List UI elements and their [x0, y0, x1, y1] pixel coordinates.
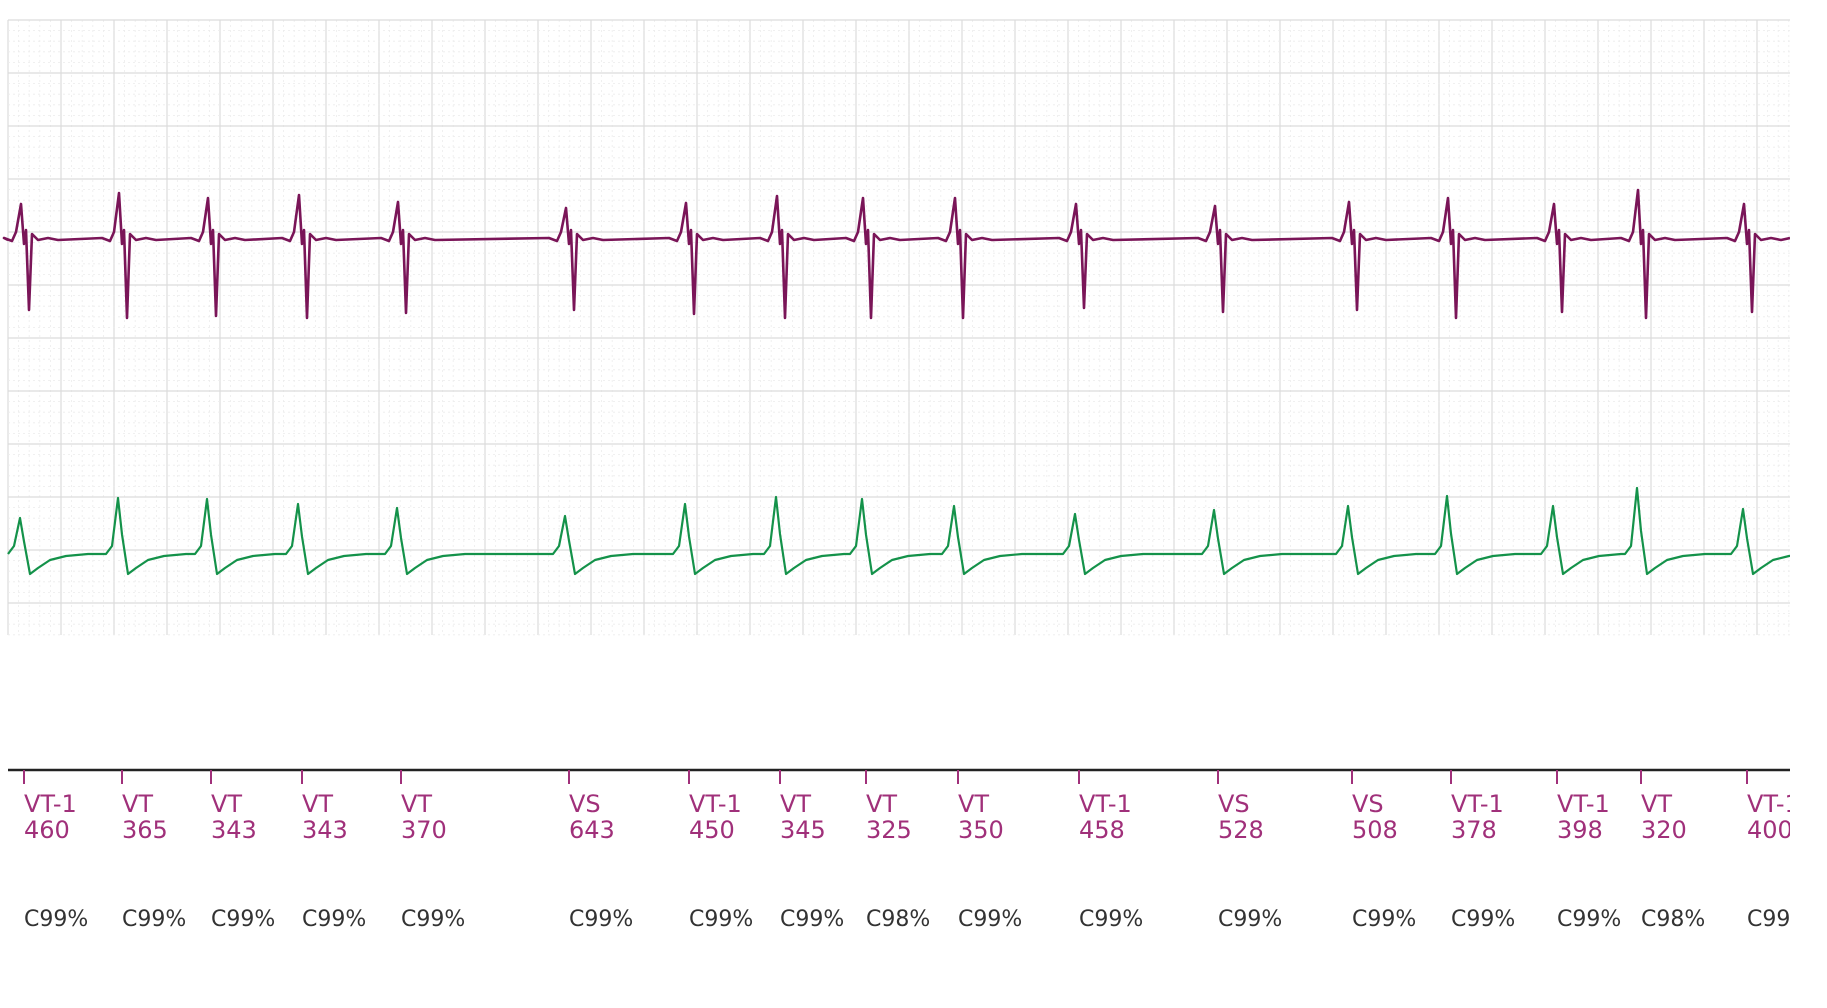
beat-interval-label: 460 [24, 816, 70, 844]
beat-classification-label: VT [211, 790, 242, 818]
beat-confidence-label: C99% [1451, 907, 1515, 932]
beat-confidence-label: C99% [24, 907, 88, 932]
beat-interval-label: 350 [958, 816, 1004, 844]
beat-classification-label: VT [302, 790, 333, 818]
beat-interval-label: 378 [1451, 816, 1497, 844]
beat-classification-label: VS [1218, 790, 1250, 818]
beat-interval-label: 370 [401, 816, 447, 844]
beat-classification-label: VS [569, 790, 601, 818]
beat-classification-label: VT [958, 790, 989, 818]
beat-interval-label: 528 [1218, 816, 1264, 844]
beat-confidence-label: C99% [1079, 907, 1143, 932]
beat-interval-label: 458 [1079, 816, 1125, 844]
beat-confidence-label: C99 [1747, 907, 1790, 932]
beat-interval-label: 345 [780, 816, 826, 844]
beat-classification-label: VS [1352, 790, 1384, 818]
beat-classification-label: VT [780, 790, 811, 818]
beat-confidence-label: C99% [302, 907, 366, 932]
beat-confidence-label: C99% [780, 907, 844, 932]
beat-interval-label: 450 [689, 816, 735, 844]
beat-confidence-label: C99% [122, 907, 186, 932]
ecg-grid [7, 19, 1790, 636]
beat-interval-label: 320 [1641, 816, 1687, 844]
beat-classification-label: VT [1641, 790, 1672, 818]
beat-classification-label: VT [401, 790, 432, 818]
beat-classification-label: VT-1 [1079, 790, 1132, 818]
egm-trace-top-channel [2, 188, 1790, 320]
beat-interval-label: 643 [569, 816, 615, 844]
beat-classification-label: VT [122, 790, 153, 818]
marker-channel: VT-1460C99%VT365C99%VT343C99%VT343C99%VT… [8, 768, 1800, 932]
beat-confidence-label: C98% [1641, 907, 1705, 932]
beat-interval-label: 398 [1557, 816, 1603, 844]
beat-interval-label: 325 [866, 816, 912, 844]
beat-confidence-label: C99% [1557, 907, 1621, 932]
beat-classification-label: VT-1 [1451, 790, 1504, 818]
beat-classification-label: VT [866, 790, 897, 818]
beat-classification-label: VT-1 [689, 790, 742, 818]
beat-confidence-label: C99% [1352, 907, 1416, 932]
beat-classification-label: VT-1 [24, 790, 77, 818]
beat-confidence-label: C98% [866, 907, 930, 932]
beat-classification-label: VT-1 [1747, 790, 1800, 818]
beat-interval-label: 508 [1352, 816, 1398, 844]
beat-confidence-label: C99% [211, 907, 275, 932]
beat-confidence-label: C99% [958, 907, 1022, 932]
beat-classification-label: VT-1 [1557, 790, 1610, 818]
beat-confidence-label: C99% [1218, 907, 1282, 932]
beat-interval-label: 400 [1747, 816, 1793, 844]
beat-confidence-label: C99% [401, 907, 465, 932]
beat-interval-label: 365 [122, 816, 168, 844]
egm-trace-bottom-channel [7, 486, 1790, 576]
beat-interval-label: 343 [302, 816, 348, 844]
beat-confidence-label: C99% [569, 907, 633, 932]
beat-confidence-label: C99% [689, 907, 753, 932]
beat-interval-label: 343 [211, 816, 257, 844]
